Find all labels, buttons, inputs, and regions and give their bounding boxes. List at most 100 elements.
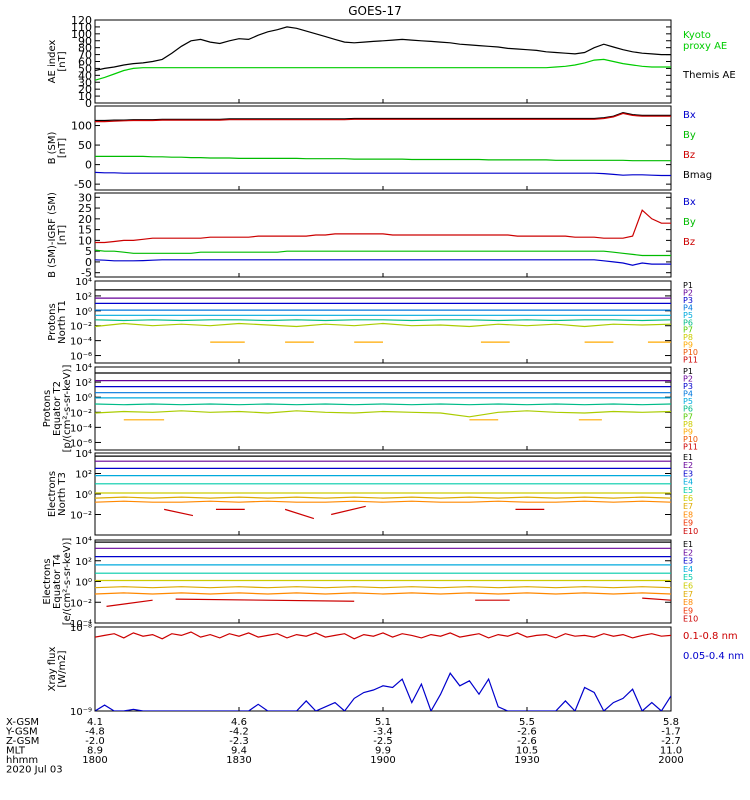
legend-entry: P1 — [683, 367, 693, 376]
y-tick-label: 5 — [85, 245, 92, 258]
legend-entry: P5 — [683, 397, 693, 406]
y-tick-label: 10⁻⁴ — [70, 619, 92, 630]
y-label-line: Equator T4 — [52, 554, 63, 609]
y-axis-label: Protons North T1 — [47, 300, 68, 344]
y-label-line: Electrons — [47, 471, 58, 517]
legend-entry: P6 — [683, 405, 693, 414]
y-tick-label: 20 — [78, 83, 92, 96]
y-label-line: Equator T2 — [52, 381, 63, 436]
legend-entry: proxy AE — [683, 41, 727, 52]
legend-entry: P7 — [683, 412, 693, 421]
y-tick-label: 10⁴ — [75, 277, 92, 288]
x-tick-value: 8.9 — [87, 746, 103, 757]
x-tick-value: 5.8 — [663, 717, 679, 728]
y-tick-label: 10⁰ — [75, 307, 92, 318]
x-tick-value: -2.3 — [229, 736, 249, 747]
legend: Bx By Bz Bmag — [683, 110, 712, 181]
y-tick-label: 10⁴ — [75, 363, 92, 374]
data-segment — [106, 599, 153, 607]
legend-entry: E5 — [683, 486, 693, 495]
legend-entry: P3 — [683, 382, 693, 391]
y-tick-label: -5 — [81, 267, 92, 280]
y-tick-label: 10⁻⁴ — [70, 337, 92, 348]
y-tick-label: 10² — [75, 292, 92, 303]
y-tick-label: 10² — [75, 378, 92, 389]
legend-entry: Bx — [683, 197, 696, 208]
x-tick-value: 4.6 — [231, 717, 247, 728]
y-axis-label: Protons Equator T2 [p/(cm²-s-sr-keV)] — [42, 365, 73, 453]
legend-entry: P7 — [683, 326, 693, 335]
panel-xray: 10⁻⁸ 10⁻⁹ Xray flux [W/m2] 0.1-0.8 nm 0.05-0.… — [47, 623, 744, 718]
legend-entry: P6 — [683, 318, 693, 327]
plot-area — [95, 631, 671, 711]
panel-frame — [94, 626, 672, 712]
series-p6 — [95, 319, 671, 322]
legend-entry: P10 — [683, 348, 698, 357]
plot-area — [95, 541, 671, 607]
x-tick-value: 1900 — [370, 755, 395, 766]
y-axis-label: Electrons North T3 — [47, 471, 68, 517]
x-row-label: Z-GSM — [6, 736, 39, 747]
plot-area — [95, 111, 671, 177]
x-tick-value: -3.4 — [373, 727, 393, 738]
legend-entry: E9 — [683, 519, 693, 528]
legend-entry: E10 — [683, 615, 698, 624]
legend-entry: E4 — [683, 565, 693, 574]
y-tick-label: 90 — [78, 35, 92, 48]
legend-entry: E7 — [683, 590, 693, 599]
y-tick-label: 0 — [85, 256, 92, 269]
y-tick-label: 10⁰ — [75, 393, 92, 404]
legend-entry: P4 — [683, 303, 693, 312]
data-segment — [642, 597, 671, 601]
series-by — [95, 249, 671, 257]
y-tick-label: 50 — [78, 139, 92, 152]
y-tick-label: 110 — [71, 21, 92, 34]
y-tick-label: 0 — [85, 159, 92, 172]
y-label-line: Protons — [47, 303, 58, 340]
series-0-1-0-8-nm — [95, 631, 671, 640]
x-tick-value: -2.5 — [373, 736, 393, 747]
y-tick-label: 30 — [78, 191, 92, 204]
data-segment — [163, 508, 194, 517]
date-label: 2020 Jul 03 — [6, 765, 63, 776]
y-label-line: Electrons — [42, 558, 53, 604]
series-by — [95, 155, 671, 162]
legend-entry: P1 — [683, 281, 693, 290]
x-tick-value: 5.1 — [375, 717, 391, 728]
panel-frame — [94, 452, 672, 536]
y-tick-label: 30 — [78, 76, 92, 89]
y-tick-label: 25 — [78, 202, 92, 215]
legend-entry: P2 — [683, 375, 693, 384]
series-e8 — [95, 592, 671, 595]
legend-entry: P9 — [683, 427, 693, 436]
x-tick-value: -2.7 — [661, 736, 681, 747]
series-bmag — [95, 111, 671, 122]
x-tick-value: 5.5 — [519, 717, 535, 728]
series-themis-ae — [95, 26, 671, 72]
plot-area — [95, 289, 671, 343]
x-tick-value: 1800 — [82, 755, 107, 766]
x-row-label: MLT — [6, 746, 26, 757]
legend-entry: P2 — [683, 288, 693, 297]
y-label-line: [nT] — [57, 51, 68, 71]
x-row-label: X-GSM — [6, 717, 39, 728]
y-tick-label: 100 — [71, 120, 92, 133]
legend-entry: P3 — [683, 296, 693, 305]
y-tick-label: 20 — [78, 213, 92, 226]
legend-entry: E1 — [683, 540, 693, 549]
x-tick-value: 1830 — [226, 755, 251, 766]
y-tick-label: 10⁻² — [70, 408, 92, 419]
x-tick-value: 9.4 — [231, 746, 247, 757]
legend-entry: Bz — [683, 237, 695, 248]
series-e7 — [95, 586, 671, 589]
series-bz — [95, 112, 671, 123]
plot-area — [95, 26, 671, 81]
legend-entry: P8 — [683, 420, 693, 429]
y-tick-label: 10⁻² — [70, 511, 92, 522]
legend-entry: 0.05-0.4 nm — [683, 651, 744, 662]
y-label-line: [e/(cm²-s-sr-keV)] — [62, 538, 73, 626]
